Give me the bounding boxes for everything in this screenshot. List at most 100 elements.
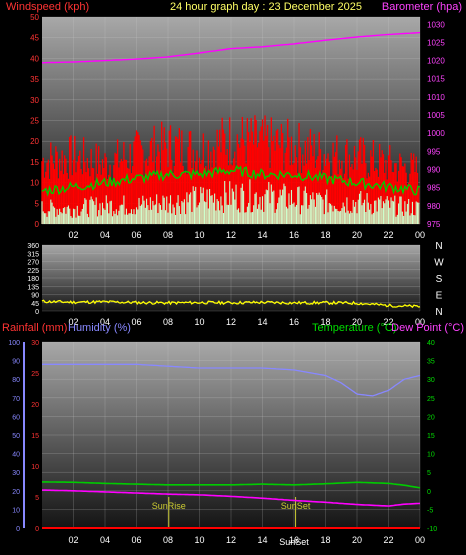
- sun-marker-label: SunSet: [281, 501, 311, 511]
- temperature-tick-label: 30: [427, 377, 435, 384]
- time-tick-label: 22: [383, 535, 393, 545]
- time-tick-label: 20: [352, 230, 362, 240]
- temperature-tick-label: 40: [427, 340, 435, 347]
- direction-tick-label: 0: [35, 309, 39, 316]
- windspeed-tick-label: 35: [30, 75, 39, 84]
- windspeed-tick-label: 5: [35, 199, 40, 208]
- temperature-line: [42, 481, 421, 489]
- time-tick-label: 02: [68, 535, 78, 545]
- time-tick-label: 10: [194, 535, 204, 545]
- barometer-tick-label: 1020: [427, 57, 445, 66]
- direction-tick-label: 90: [31, 293, 39, 300]
- humidity-tick-label: 100: [8, 340, 20, 347]
- compass-point-label: S: [436, 274, 443, 285]
- rainfall-tick-label: 20: [31, 402, 39, 409]
- temperature-tick-label: 25: [427, 396, 435, 403]
- time-tick-label: 08: [163, 230, 173, 240]
- windspeed-tick-label: 30: [30, 96, 39, 105]
- time-tick-label: 04: [100, 535, 110, 545]
- time-tick-label: 10: [194, 317, 204, 327]
- barometer-tick-label: 1030: [427, 20, 445, 29]
- time-tick-label: 08: [163, 535, 173, 545]
- time-tick-label: 12: [226, 317, 236, 327]
- barometer-tick-label: 1005: [427, 111, 445, 120]
- windspeed-tick-label: 40: [30, 54, 39, 63]
- barometer-tick-label: 980: [427, 202, 441, 211]
- temperature-tick-label: -5: [427, 507, 433, 514]
- time-tick-label: 14: [257, 535, 267, 545]
- humidity-tick-label: 20: [12, 489, 20, 496]
- rainfall-tick-label: 15: [31, 433, 39, 440]
- time-tick-label: 18: [320, 535, 330, 545]
- time-tick-label: 10: [194, 230, 204, 240]
- compass-point-label: W: [434, 258, 444, 269]
- temperature-tick-label: 5: [427, 470, 431, 477]
- barometer-tick-label: 1010: [427, 93, 445, 102]
- time-tick-label: 18: [320, 317, 330, 327]
- humidity-tick-label: 90: [12, 359, 20, 366]
- barometer-line: [41, 31, 421, 64]
- temperature-humidity-panel: SunRise SunSet 02 04 06 08 10 12 14 16 18 20 22 0001…: [2, 322, 464, 547]
- humidity-tick-label: 40: [12, 452, 20, 459]
- rainfall-tick-label: 25: [31, 371, 39, 378]
- time-tick-label: 20: [352, 317, 362, 327]
- humidity-line: [42, 363, 421, 397]
- temperature-axis-label: Temperature (°C): [312, 322, 396, 334]
- humidity-tick-label: 10: [12, 507, 20, 514]
- dewpoint-line: [42, 489, 421, 507]
- direction-tick-label: 270: [27, 260, 39, 267]
- time-tick-label: 16: [289, 230, 299, 240]
- temperature-tick-label: 20: [427, 414, 435, 421]
- sun-marker-label: SunRise: [152, 501, 186, 511]
- direction-tick-label: 225: [27, 268, 39, 275]
- time-tick-label: 04: [100, 230, 110, 240]
- time-tick-label: 18: [320, 230, 330, 240]
- time-tick-label: 04: [100, 317, 110, 327]
- humidity-tick-label: 60: [12, 414, 20, 421]
- time-tick-label: 00: [415, 317, 425, 327]
- wind-direction-line: [41, 299, 421, 309]
- barometer-tick-label: 985: [427, 184, 441, 193]
- temperature-tick-label: 10: [427, 452, 435, 459]
- humidity-tick-label: 30: [12, 470, 20, 477]
- rainfall-tick-label: 0: [35, 526, 39, 533]
- time-tick-label: 06: [131, 230, 141, 240]
- barometer-tick-label: 1000: [427, 129, 445, 138]
- time-tick-label: 08: [163, 317, 173, 327]
- time-tick-label: 12: [226, 535, 236, 545]
- temp-panel-axes: 02 04 06 08 10 12 14 16 18 20 22 000102030405060708…: [8, 340, 437, 545]
- direction-panel-grid: [42, 244, 421, 312]
- wind-direction-panel: 02 04 06 08 10 12 14 16 18 20 22 000459013518022527…: [27, 241, 444, 327]
- rainfall-tick-label: 5: [35, 495, 39, 502]
- rainfall-axis-label: Rainfall (mm): [2, 322, 67, 334]
- windspeed-tick-label: 10: [30, 179, 39, 188]
- windspeed-tick-label: 50: [30, 13, 39, 22]
- direction-tick-label: 360: [27, 243, 39, 250]
- direction-tick-label: 45: [31, 301, 39, 308]
- direction-panel-marks: [41, 299, 421, 309]
- windspeed-tick-label: 20: [30, 137, 39, 146]
- sunset-bottom-label: SunSet: [279, 537, 309, 547]
- time-tick-label: 02: [68, 317, 78, 327]
- windspeed-tick-label: 0: [35, 220, 40, 229]
- time-tick-label: 06: [131, 535, 141, 545]
- direction-tick-label: 135: [27, 284, 39, 291]
- time-tick-label: 22: [383, 230, 393, 240]
- time-tick-label: 00: [415, 535, 425, 545]
- direction-tick-label: 180: [27, 276, 39, 283]
- humidity-tick-label: 0: [16, 526, 20, 533]
- compass-point-label: N: [435, 241, 442, 252]
- humidity-axis-label: Humidity (%): [68, 322, 131, 334]
- humidity-tick-label: 50: [12, 433, 20, 440]
- windspeed-axis-label: Windspeed (kph): [6, 1, 89, 13]
- barometer-tick-label: 1015: [427, 75, 445, 84]
- humidity-tick-label: 70: [12, 396, 20, 403]
- chart-title: 24 hour graph day : 23 December 2025: [170, 1, 362, 13]
- time-tick-label: 16: [289, 317, 299, 327]
- dewpoint-axis-label: Dew Point (°C): [391, 322, 464, 334]
- wind-panel-marks: [41, 31, 421, 224]
- windspeed-tick-label: 15: [30, 158, 39, 167]
- time-tick-label: 16: [289, 535, 299, 545]
- direction-panel-axes: 02 04 06 08 10 12 14 16 18 20 22 000459013518022527…: [27, 241, 444, 327]
